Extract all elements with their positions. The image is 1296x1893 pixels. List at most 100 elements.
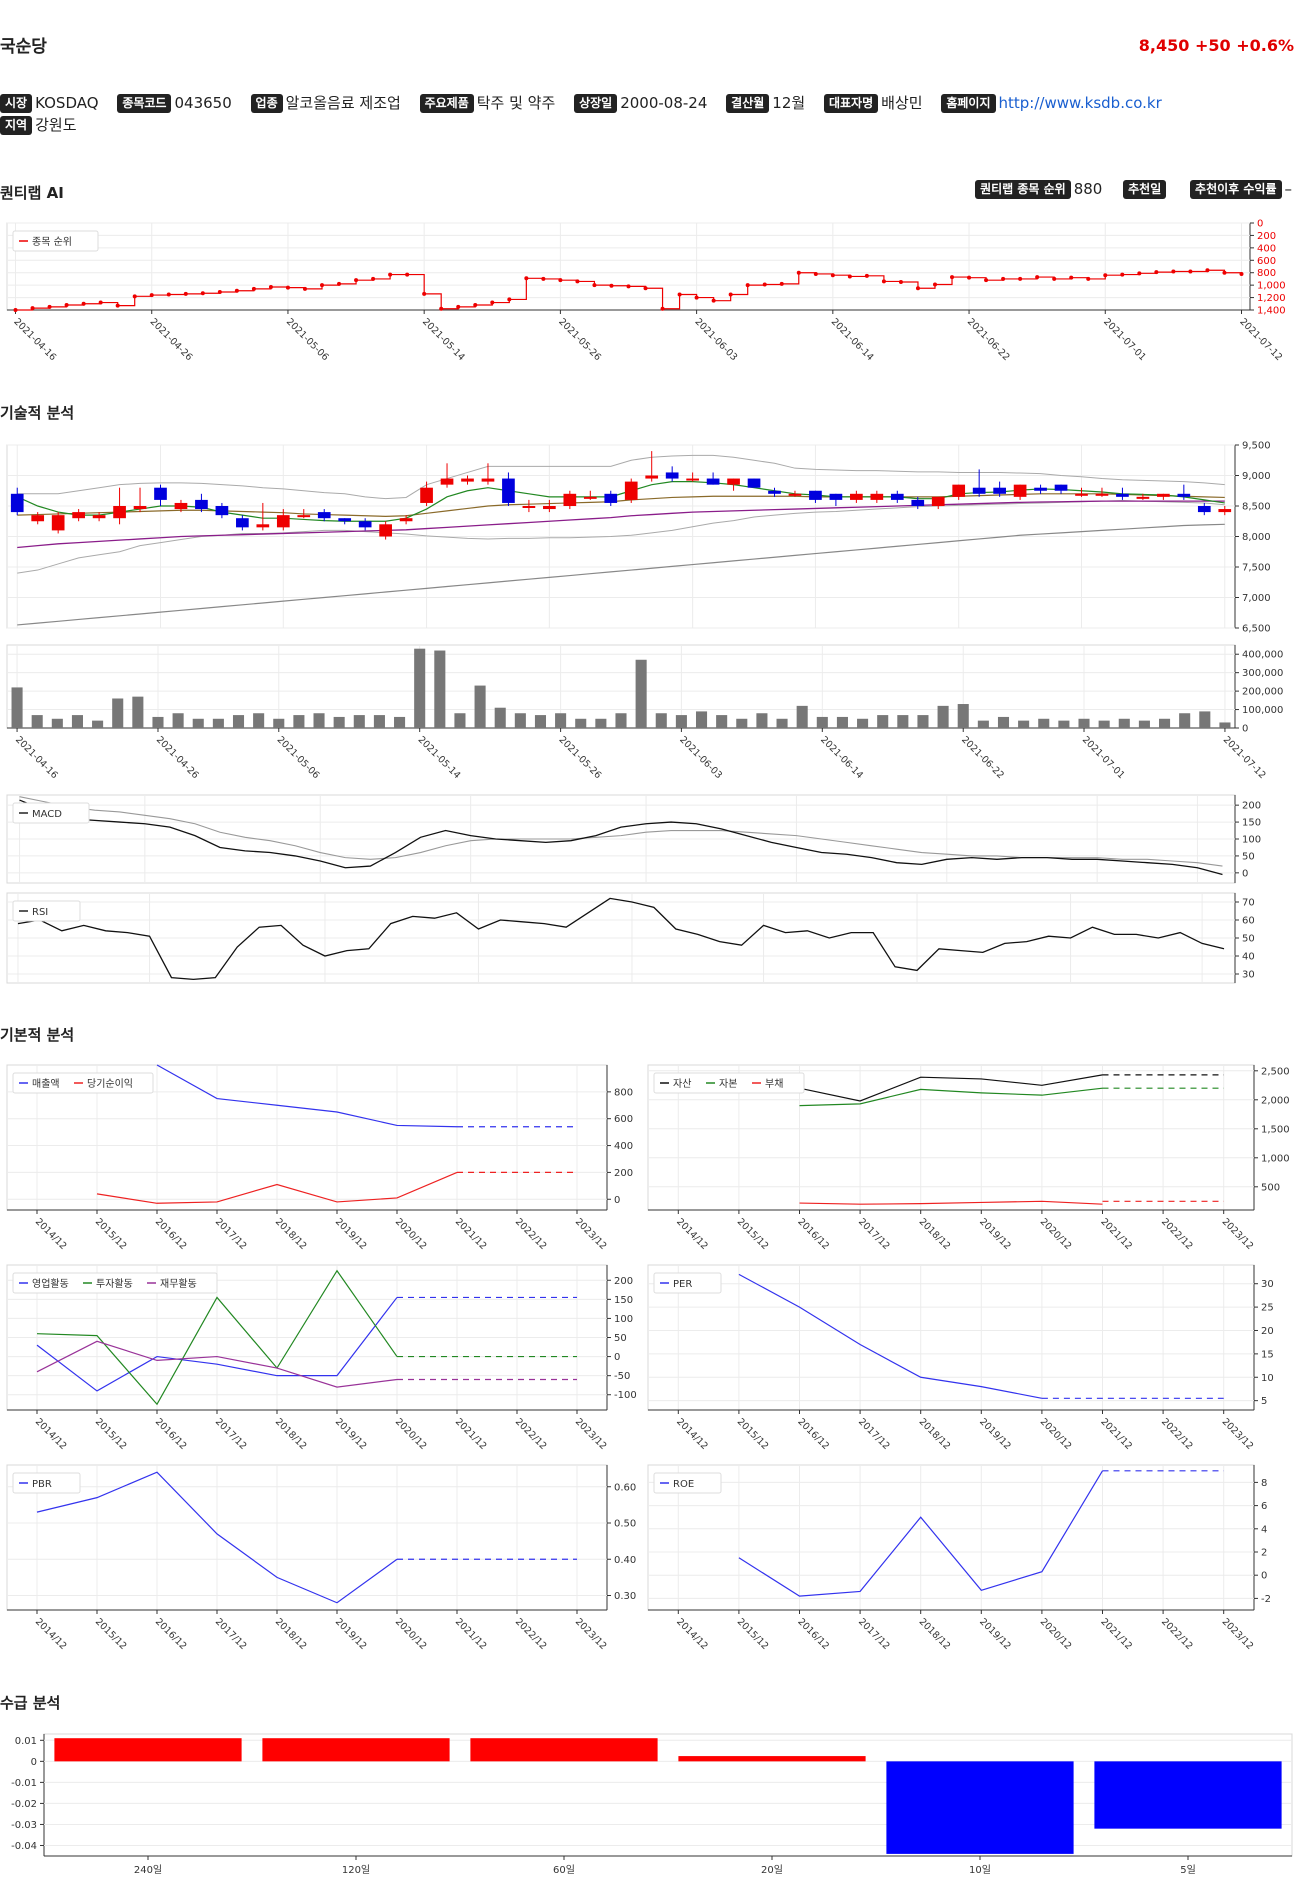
per-chart-x-label: 2017/12 <box>856 1416 892 1452</box>
rank-point <box>1103 273 1108 278</box>
rank-value: 880 <box>1073 180 1103 198</box>
pbr-chart-x-label: 2017/12 <box>213 1616 249 1652</box>
cashflow-chart-x-label: 2020/12 <box>393 1416 429 1452</box>
roe-chart-x-label: 2021/12 <box>1098 1616 1134 1652</box>
per-chart-x-label: 2016/12 <box>795 1416 831 1452</box>
rsi-tick-label: 30 <box>1242 970 1255 981</box>
rank-point <box>490 300 495 305</box>
pbr-chart-x-label: 2022/12 <box>513 1616 549 1652</box>
rsi-tick-label: 50 <box>1242 934 1255 945</box>
volume-x-label: 2021-06-22 <box>959 734 1006 781</box>
volume-tick-label: 100,000 <box>1242 705 1283 716</box>
candle-body <box>133 506 147 510</box>
macd-legend <box>12 802 90 824</box>
volume-bar <box>1219 722 1231 728</box>
rank-point <box>13 308 18 312</box>
rank-point <box>115 303 120 308</box>
rank-point <box>371 276 376 281</box>
volume-bar <box>51 718 63 728</box>
candle-body <box>1116 493 1129 497</box>
sales-chart-legend-label: 당기순이익 <box>87 1078 133 1090</box>
flow-tick-label: -0.04 <box>11 1841 37 1852</box>
rank-point <box>388 272 393 277</box>
flow-x-label: 120일 <box>342 1864 370 1876</box>
cashflow-chart-x-label: 2016/12 <box>153 1416 189 1452</box>
volume-bar <box>957 704 969 728</box>
candle-body <box>1034 487 1047 491</box>
rank-point <box>507 297 512 302</box>
homepage-link[interactable]: http://www.ksdb.co.kr <box>998 94 1162 112</box>
balance-chart-x-label: 2017/12 <box>856 1216 892 1252</box>
flow-x-label: 240일 <box>134 1864 162 1876</box>
sales-chart-tick-label: 0 <box>614 1195 620 1206</box>
ma-60-line <box>17 500 1225 549</box>
balance-chart-series-line <box>799 1087 1103 1107</box>
volume-bar <box>756 713 768 728</box>
flow-x-label: 5일 <box>1180 1864 1196 1876</box>
volume-bar <box>232 715 245 728</box>
volume-bar <box>273 718 285 728</box>
candle-body <box>1197 506 1211 513</box>
cashflow-chart-tick-label: 200 <box>614 1276 633 1287</box>
rank-point <box>898 280 903 285</box>
rank-point <box>217 289 222 294</box>
flow-tick-label: -0.03 <box>11 1820 37 1831</box>
volume-bar <box>655 713 667 728</box>
candle-body <box>829 493 843 500</box>
rank-point <box>796 270 801 275</box>
rank-tick-label: 800 <box>1257 268 1276 279</box>
rank-point <box>149 293 154 298</box>
rank-point <box>694 295 699 300</box>
roe-chart-x-label: 2022/12 <box>1159 1616 1195 1652</box>
per-chart-tick-label: 15 <box>1261 1349 1274 1360</box>
pbr-chart-tick-label: 0.30 <box>614 1591 636 1602</box>
cashflow-chart-x-label: 2019/12 <box>333 1416 369 1452</box>
per-chart-legend <box>653 1272 722 1294</box>
rank-x-label: 2021-04-16 <box>11 316 58 363</box>
macd-tick-label: 150 <box>1242 818 1261 829</box>
volume-bar <box>31 715 43 728</box>
volume-bar <box>816 716 828 728</box>
price-tick-label: 8,500 <box>1242 502 1271 513</box>
macd-tick-label: 200 <box>1242 801 1261 812</box>
candle-body <box>1177 493 1191 497</box>
flow-bar <box>886 1761 1074 1854</box>
volume-bar <box>313 713 325 728</box>
volume-bar <box>1199 711 1211 728</box>
flow-bar <box>54 1738 242 1762</box>
volume-x-label: 2021-07-01 <box>1080 734 1127 781</box>
candle-body <box>1054 484 1068 491</box>
candle-body <box>420 487 433 503</box>
volume-bar <box>373 715 385 728</box>
volume-bar <box>132 696 144 728</box>
roe-chart-tick-label: -2 <box>1261 1594 1271 1605</box>
pbr-chart-tick-label: 0.50 <box>614 1519 636 1530</box>
rank-tick-label: 0 <box>1257 219 1263 230</box>
pbr-chart-tick-label: 0.60 <box>614 1482 636 1493</box>
flow-tick-label: 0 <box>31 1757 37 1768</box>
rank-tick-label: 600 <box>1257 256 1276 267</box>
rank-tick-label: 400 <box>1257 243 1276 254</box>
sales-chart-tick-label: 400 <box>614 1141 633 1152</box>
per-chart <box>647 1264 1255 1411</box>
roe-chart-x-label: 2014/12 <box>674 1616 710 1652</box>
sales-chart-tick-label: 600 <box>614 1114 633 1125</box>
rank-point <box>439 306 444 311</box>
return-value: – <box>1284 180 1293 198</box>
volume-bar <box>1179 713 1191 728</box>
volume-bar <box>615 713 627 728</box>
rank-point <box>1188 269 1193 274</box>
cashflow-chart-tick-label: -50 <box>614 1371 630 1382</box>
flow-tick-label: -0.01 <box>11 1778 37 1789</box>
rank-tick-label: 1,400 <box>1257 306 1286 317</box>
volume-bar <box>595 718 607 728</box>
sales-chart-tick-label: 800 <box>614 1087 633 1098</box>
candle-body <box>645 475 659 479</box>
candle-body <box>31 515 45 522</box>
candle-body <box>256 524 270 528</box>
rank-point <box>524 276 529 281</box>
rank-point <box>881 279 886 284</box>
candle-body <box>113 506 126 519</box>
sales-chart-x-label: 2019/12 <box>333 1216 369 1252</box>
volume-bar <box>575 718 587 728</box>
